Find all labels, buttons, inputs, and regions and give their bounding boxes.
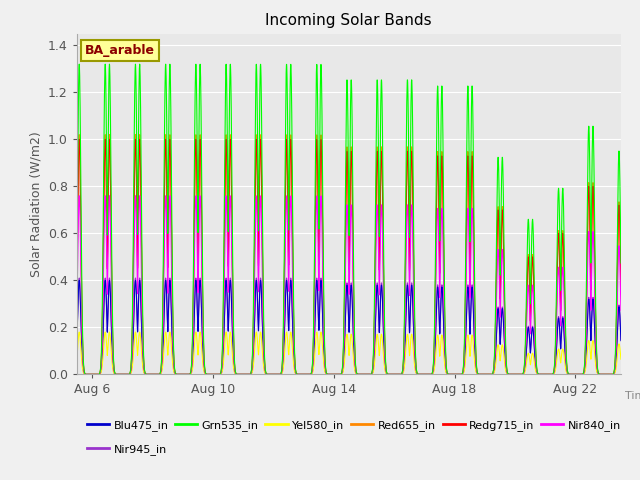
- Title: Incoming Solar Bands: Incoming Solar Bands: [266, 13, 432, 28]
- Text: BA_arable: BA_arable: [85, 44, 155, 57]
- Y-axis label: Solar Radiation (W/m2): Solar Radiation (W/m2): [29, 131, 42, 277]
- Legend: Nir945_in: Nir945_in: [83, 439, 171, 459]
- Text: Time: Time: [625, 391, 640, 401]
